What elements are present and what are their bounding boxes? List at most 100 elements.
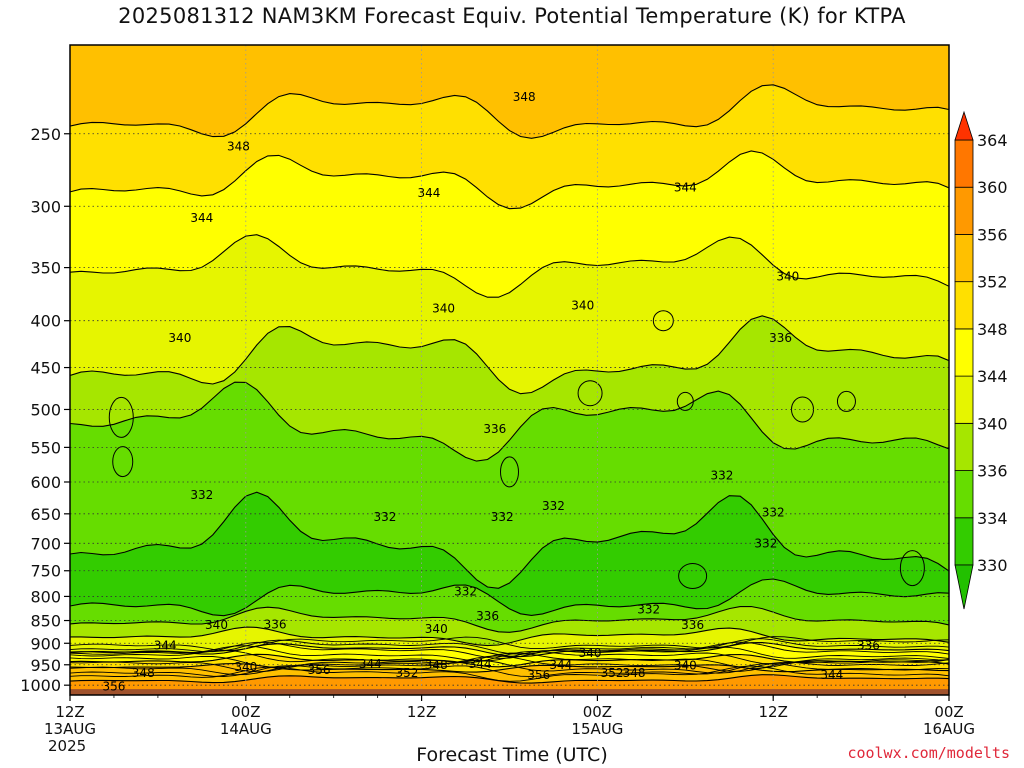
temperature-band xyxy=(70,84,949,209)
colorbar-segment xyxy=(954,328,974,377)
contour-label: 336 xyxy=(476,609,499,623)
contour-label: 332 xyxy=(491,510,514,524)
y-tick-label: 650 xyxy=(30,505,61,524)
contour-line xyxy=(70,636,949,651)
contour-line xyxy=(70,653,949,668)
temperature-band xyxy=(70,234,949,394)
contour-label: 344 xyxy=(549,658,572,672)
colorbar-segment xyxy=(954,375,974,424)
colorbar-label: 360 xyxy=(977,178,1008,197)
credit-text[interactable]: coolwx.com/modelts xyxy=(847,744,1010,762)
contour-cell xyxy=(678,563,708,590)
temperature-band xyxy=(70,606,949,646)
colorbar-over-arrow xyxy=(954,110,974,141)
contour-label: 332 xyxy=(454,584,477,598)
contour-line xyxy=(70,659,949,676)
grid-lines xyxy=(70,45,949,695)
temperature-bands xyxy=(70,45,949,695)
x-tick-label: 13AUG xyxy=(44,720,96,738)
contour-label: 332 xyxy=(754,536,777,550)
contour-line xyxy=(70,642,949,658)
contour-label: 336 xyxy=(264,617,287,631)
temperature-band xyxy=(70,45,949,139)
contour-label: 332 xyxy=(637,603,660,617)
contour-line xyxy=(70,626,949,647)
y-tick-label: 850 xyxy=(30,612,61,631)
contour-label: 352 xyxy=(395,666,418,680)
y-tick-label: 600 xyxy=(30,473,61,492)
y-tick-label: 750 xyxy=(30,562,61,581)
contour-cell xyxy=(836,390,856,412)
contour-label: 336 xyxy=(769,331,792,345)
contour-line xyxy=(70,84,949,139)
contour-label: 336 xyxy=(681,618,704,632)
contour-label: 340 xyxy=(234,660,257,674)
contour-label: 344 xyxy=(154,638,177,652)
contour-line xyxy=(70,150,949,210)
x-tick-label: 14AUG xyxy=(220,720,272,738)
contour-line xyxy=(70,315,949,395)
temperature-band xyxy=(70,642,949,667)
contour-line xyxy=(70,641,949,659)
contour-label: 344 xyxy=(359,657,382,671)
y-tick-label: 350 xyxy=(30,259,61,278)
contour-label: 348 xyxy=(425,658,448,672)
colorbar-label: 330 xyxy=(977,556,1008,575)
y-tick-label: 700 xyxy=(30,534,61,553)
contour-label: 332 xyxy=(762,506,785,520)
contour-line xyxy=(70,662,949,673)
contour-label: 348 xyxy=(513,90,536,104)
y-tick-label: 950 xyxy=(30,656,61,675)
contour-cell xyxy=(108,396,134,438)
x-tick-label: 16AUG xyxy=(923,720,975,738)
y-tick-label: 450 xyxy=(30,359,61,378)
x-tick-label: 12Z xyxy=(407,703,436,721)
contour-label: 348 xyxy=(132,666,155,680)
colorbar-label: 356 xyxy=(977,225,1008,244)
temperature-band xyxy=(70,315,949,462)
contour-label: 344 xyxy=(674,180,697,194)
x-tick-label: 00Z xyxy=(231,703,260,721)
contour-label: 356 xyxy=(102,679,125,693)
contour-label: 340 xyxy=(579,646,602,660)
contour-label: 356 xyxy=(308,663,331,677)
colorbar-segment xyxy=(954,470,974,519)
contour-label: 332 xyxy=(374,510,397,524)
colorbar-label: 340 xyxy=(977,414,1008,433)
colorbar-label: 348 xyxy=(977,320,1008,339)
colorbar-segment xyxy=(954,139,974,188)
ground-layer xyxy=(70,689,949,695)
temperature-band xyxy=(70,627,949,657)
contour-line xyxy=(70,491,949,589)
colorbar-segment xyxy=(954,422,974,471)
contour-label: 340 xyxy=(674,659,697,673)
contour-label: 352 xyxy=(601,666,624,680)
colorbar-label: 336 xyxy=(977,462,1008,481)
contour-line xyxy=(70,674,949,684)
colorbar-segment xyxy=(954,186,974,235)
y-tick-label: 400 xyxy=(30,312,61,331)
contour-label: 340 xyxy=(571,299,594,313)
colorbar-segment xyxy=(954,281,974,330)
colorbar-segment xyxy=(954,517,974,566)
colorbar-label: 334 xyxy=(977,509,1008,528)
contour-label: 348 xyxy=(623,666,646,680)
x-tick-label: 15AUG xyxy=(571,720,623,738)
colorbar-segment xyxy=(954,234,974,283)
contour-line xyxy=(70,234,949,298)
contour-label: 344 xyxy=(820,668,843,682)
contour-label: 340 xyxy=(425,622,448,636)
contour-line xyxy=(70,381,949,462)
contour-label: 344 xyxy=(190,211,213,225)
plot-area: 348 348 344 344 344 340 340 340 340 336 336 332 332 3… xyxy=(69,44,950,696)
y-tick-label: 1000 xyxy=(20,676,61,695)
x-tick-label: 12Z xyxy=(55,703,84,721)
y-axis: 250 300 350 400 450 500 550 600 650 700 750 800 850 9… xyxy=(20,125,70,695)
y-tick-label: 300 xyxy=(30,197,61,216)
contour-label: 332 xyxy=(710,468,733,482)
contour-line xyxy=(70,655,949,673)
contour-label: 348 xyxy=(227,139,250,153)
colorbar-label: 344 xyxy=(977,367,1008,386)
